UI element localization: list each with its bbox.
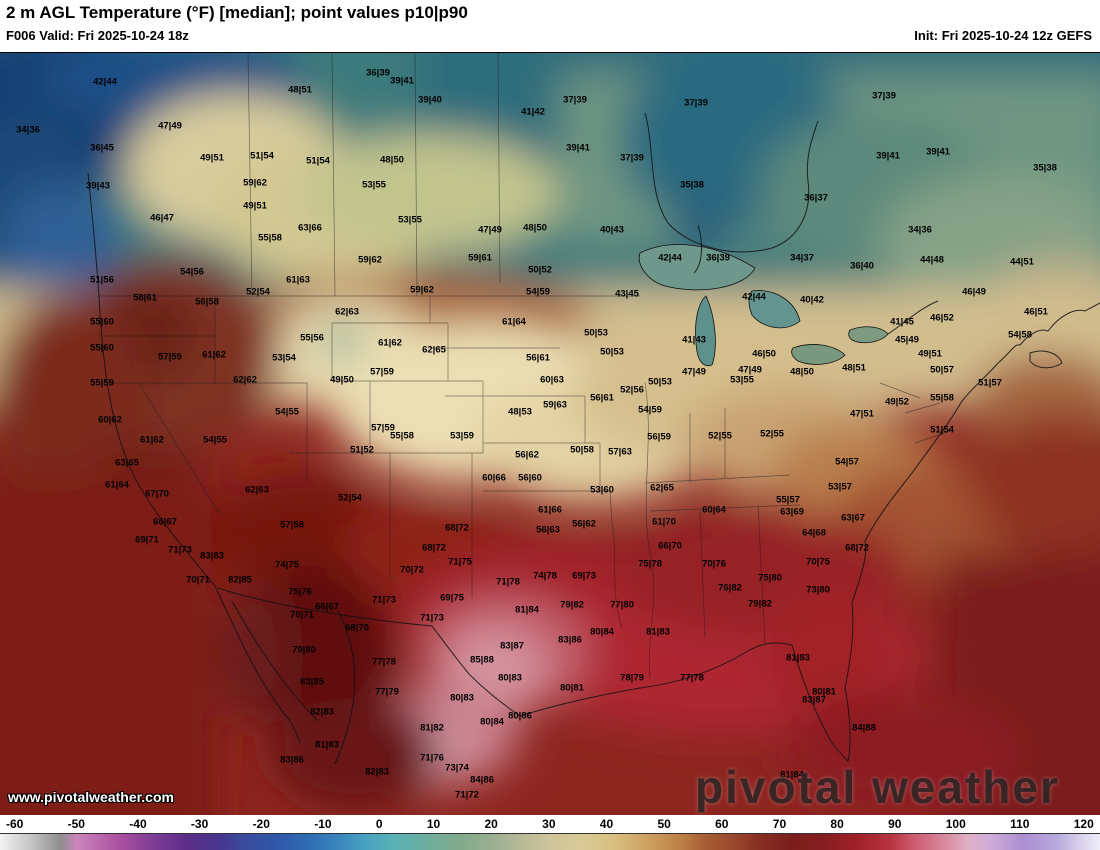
colorbar-tick: -20	[252, 817, 270, 831]
great-lakes	[638, 244, 889, 367]
colorbar-tick: 10	[426, 817, 441, 831]
valid-time-label: F006 Valid: Fri 2025-10-24 18z	[6, 28, 189, 43]
page-title: 2 m AGL Temperature (°F) [median]; point…	[6, 3, 468, 22]
colorbar-tick: -40	[129, 817, 147, 831]
colorbar-tick: 90	[888, 817, 902, 831]
temperature-field-svg	[0, 53, 1100, 816]
political-borders	[99, 53, 951, 679]
temperature-colorbar	[0, 833, 1100, 850]
coastlines	[87, 112, 1100, 765]
temperature-shading	[0, 53, 1100, 816]
colorbar-tick: 20	[484, 817, 498, 831]
colorbar-tick: 80	[830, 817, 844, 831]
colorbar-tick: 40	[599, 817, 614, 831]
colorbar-tick: 110	[1010, 817, 1030, 831]
colorbar-tick: 120	[1073, 817, 1094, 831]
colorbar-tick: 100	[945, 817, 966, 831]
colorbar-tick: -30	[190, 817, 209, 831]
site-url-text: www.pivotalweather.com	[8, 789, 174, 805]
colorbar-tick: 60	[715, 817, 729, 831]
colorbar-tick: 70	[772, 817, 787, 831]
colorbar-tick: 30	[542, 817, 556, 831]
colorbar-tick: 0	[375, 817, 383, 831]
forecast-meta-row: F006 Valid: Fri 2025-10-24 18z Init: Fri…	[0, 28, 1100, 50]
colorbar-tick: -10	[314, 817, 332, 831]
colorbar-tick: -60	[6, 817, 24, 831]
colorbar-tick: -50	[67, 817, 85, 831]
init-time-label: Init: Fri 2025-10-24 12z GEFS	[914, 28, 1092, 43]
temperature-map[interactable]	[0, 52, 1100, 816]
colorbar-tick: 50	[657, 817, 671, 831]
colorbar-tick-labels: -60 -50 -40 -30 -20 -10 0 10 20 30 40 50 60 70 80 90 100…	[0, 815, 1100, 833]
